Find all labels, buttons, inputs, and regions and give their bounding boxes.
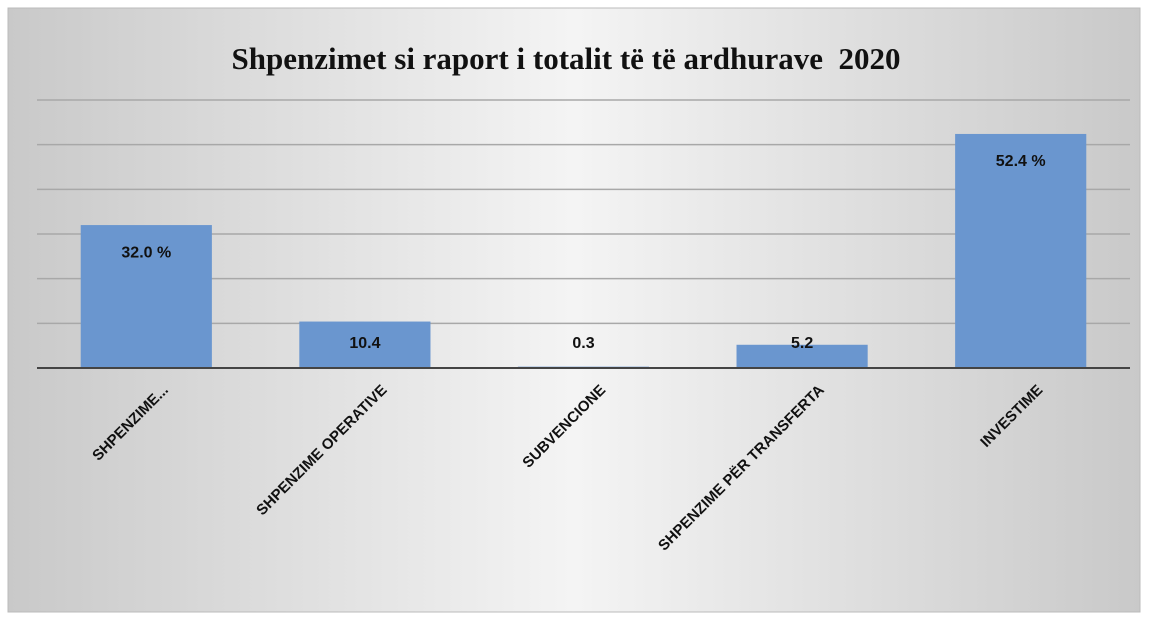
value-label: 5.2 [791,335,813,352]
value-label: 32.0 % [121,244,171,261]
value-label: 0.3 [572,335,594,352]
bar [955,133,1087,368]
value-label: 10.4 [349,335,380,352]
bar [80,225,212,368]
bar [736,344,868,368]
chart-title: Shpenzimet si raport i totalit të të ard… [232,41,901,76]
value-label: 52.4 % [996,153,1046,170]
bar [299,321,431,368]
